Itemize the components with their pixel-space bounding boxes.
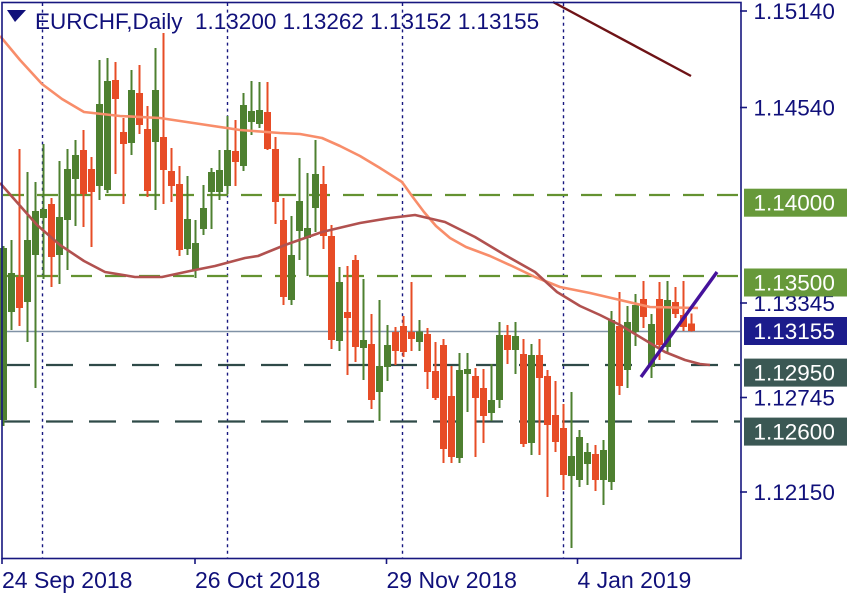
- svg-text:1.12745: 1.12745: [754, 386, 835, 411]
- svg-text:EURCHF,Daily 1.13200 1.13262: EURCHF,Daily 1.13200 1.13262 1.13152 1.1…: [35, 9, 539, 34]
- svg-text:4 Jan 2019: 4 Jan 2019: [578, 567, 692, 593]
- svg-text:1.12950: 1.12950: [754, 361, 835, 386]
- svg-text:1.14000: 1.14000: [754, 191, 835, 216]
- svg-text:29 Nov 2018: 29 Nov 2018: [387, 567, 517, 593]
- svg-text:24 Sep 2018: 24 Sep 2018: [2, 567, 132, 593]
- svg-text:26 Oct 2018: 26 Oct 2018: [195, 567, 320, 593]
- svg-text:1.14540: 1.14540: [754, 96, 835, 121]
- svg-text:1.15140: 1.15140: [754, 0, 835, 24]
- svg-text:1.13500: 1.13500: [754, 271, 835, 296]
- svg-text:1.12150: 1.12150: [754, 480, 835, 505]
- svg-text:1.12600: 1.12600: [754, 420, 835, 445]
- svg-text:1.13155: 1.13155: [754, 319, 835, 344]
